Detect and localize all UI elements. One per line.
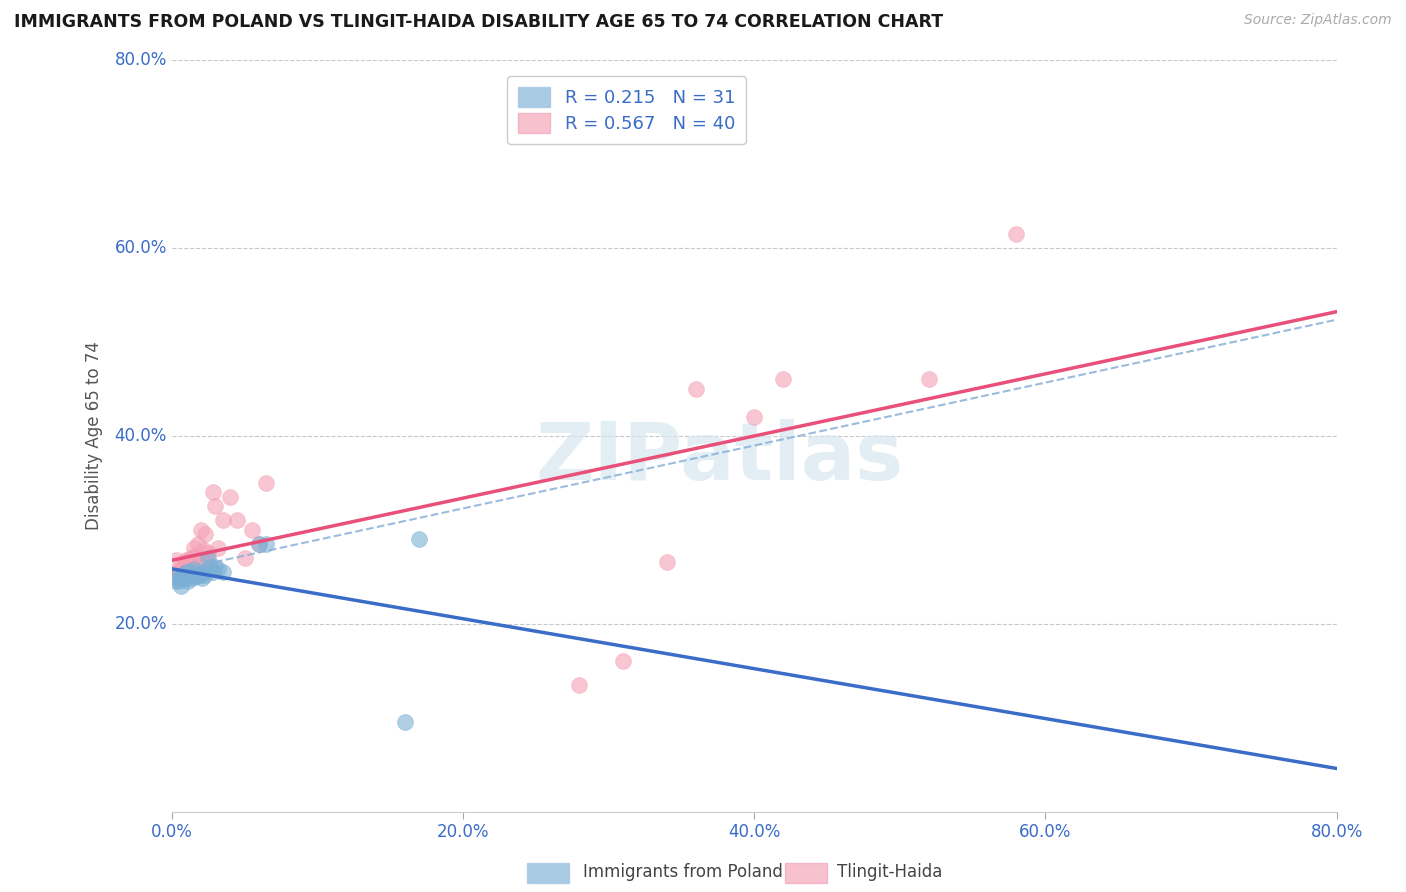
Point: [193, 543, 215, 558]
Text: ZIPatlas: ZIPatlas: [536, 419, 904, 497]
Point: [172, 567, 194, 582]
Point: [170, 571, 193, 585]
Point: [181, 567, 204, 582]
Point: [742, 409, 765, 424]
Point: [247, 536, 270, 550]
Point: [169, 579, 191, 593]
Point: [186, 552, 208, 566]
Point: [167, 574, 190, 589]
Point: [1005, 227, 1028, 241]
Point: [165, 552, 187, 566]
Point: [204, 560, 226, 574]
Point: [211, 565, 233, 579]
Point: [247, 536, 270, 550]
Point: [772, 372, 794, 386]
Point: [186, 567, 208, 582]
Point: [655, 556, 678, 570]
Point: [207, 541, 229, 556]
Point: [194, 527, 217, 541]
Point: [177, 574, 200, 589]
Point: [207, 562, 229, 576]
Point: [201, 565, 224, 579]
Point: [166, 569, 188, 583]
Point: [163, 574, 186, 589]
Point: [195, 552, 218, 566]
Point: [181, 556, 204, 570]
Point: [177, 556, 200, 570]
Point: [179, 565, 201, 579]
Point: [226, 513, 249, 527]
Point: [233, 550, 256, 565]
Point: [179, 552, 201, 566]
Point: [184, 569, 207, 583]
Text: Tlingit-Haida: Tlingit-Haida: [837, 863, 942, 881]
Point: [197, 550, 219, 565]
Point: [201, 485, 224, 500]
Legend: R = 0.215   N = 31, R = 0.567   N = 40: R = 0.215 N = 31, R = 0.567 N = 40: [508, 76, 747, 144]
Point: [184, 549, 207, 563]
Point: [180, 571, 202, 585]
Point: [240, 523, 263, 537]
Point: [685, 382, 707, 396]
Point: [211, 513, 233, 527]
Point: [170, 565, 193, 579]
Point: [194, 567, 217, 582]
Point: [167, 565, 190, 579]
Point: [408, 532, 430, 546]
Point: [173, 569, 195, 583]
Point: [219, 490, 242, 504]
Point: [166, 565, 188, 579]
Point: [176, 552, 198, 566]
Y-axis label: Disability Age 65 to 74: Disability Age 65 to 74: [86, 341, 103, 530]
Point: [169, 560, 191, 574]
Point: [204, 499, 226, 513]
Point: [394, 715, 416, 730]
Point: [187, 565, 209, 579]
Point: [176, 571, 198, 585]
Point: [172, 562, 194, 576]
Point: [197, 546, 219, 560]
Point: [190, 567, 212, 582]
Point: [568, 678, 591, 692]
Point: [173, 556, 195, 570]
Point: [176, 565, 198, 579]
Text: Source: ZipAtlas.com: Source: ZipAtlas.com: [1244, 13, 1392, 28]
Point: [187, 536, 209, 550]
Point: [180, 550, 202, 565]
Point: [918, 372, 941, 386]
Point: [612, 654, 634, 668]
Point: [198, 560, 221, 574]
Text: IMMIGRANTS FROM POLAND VS TLINGIT-HAIDA DISABILITY AGE 65 TO 74 CORRELATION CHAR: IMMIGRANTS FROM POLAND VS TLINGIT-HAIDA …: [14, 13, 943, 31]
Point: [183, 562, 205, 576]
Point: [190, 523, 212, 537]
Point: [191, 571, 214, 585]
Point: [254, 536, 277, 550]
Point: [193, 565, 215, 579]
Point: [254, 475, 277, 490]
Point: [183, 541, 205, 556]
Point: [163, 569, 186, 583]
Text: Immigrants from Poland: Immigrants from Poland: [583, 863, 783, 881]
